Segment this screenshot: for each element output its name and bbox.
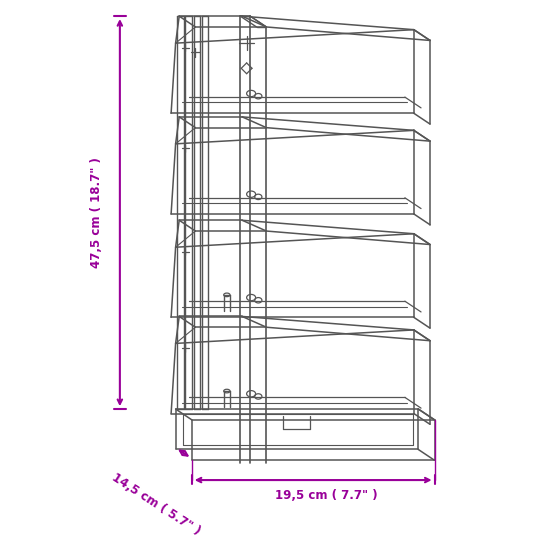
Text: 19,5 cm ( 7.7" ): 19,5 cm ( 7.7" ): [275, 489, 378, 502]
Text: 47,5 cm ( 18.7" ): 47,5 cm ( 18.7" ): [90, 157, 103, 268]
Text: 14,5 cm ( 5.7" ): 14,5 cm ( 5.7" ): [109, 471, 202, 538]
